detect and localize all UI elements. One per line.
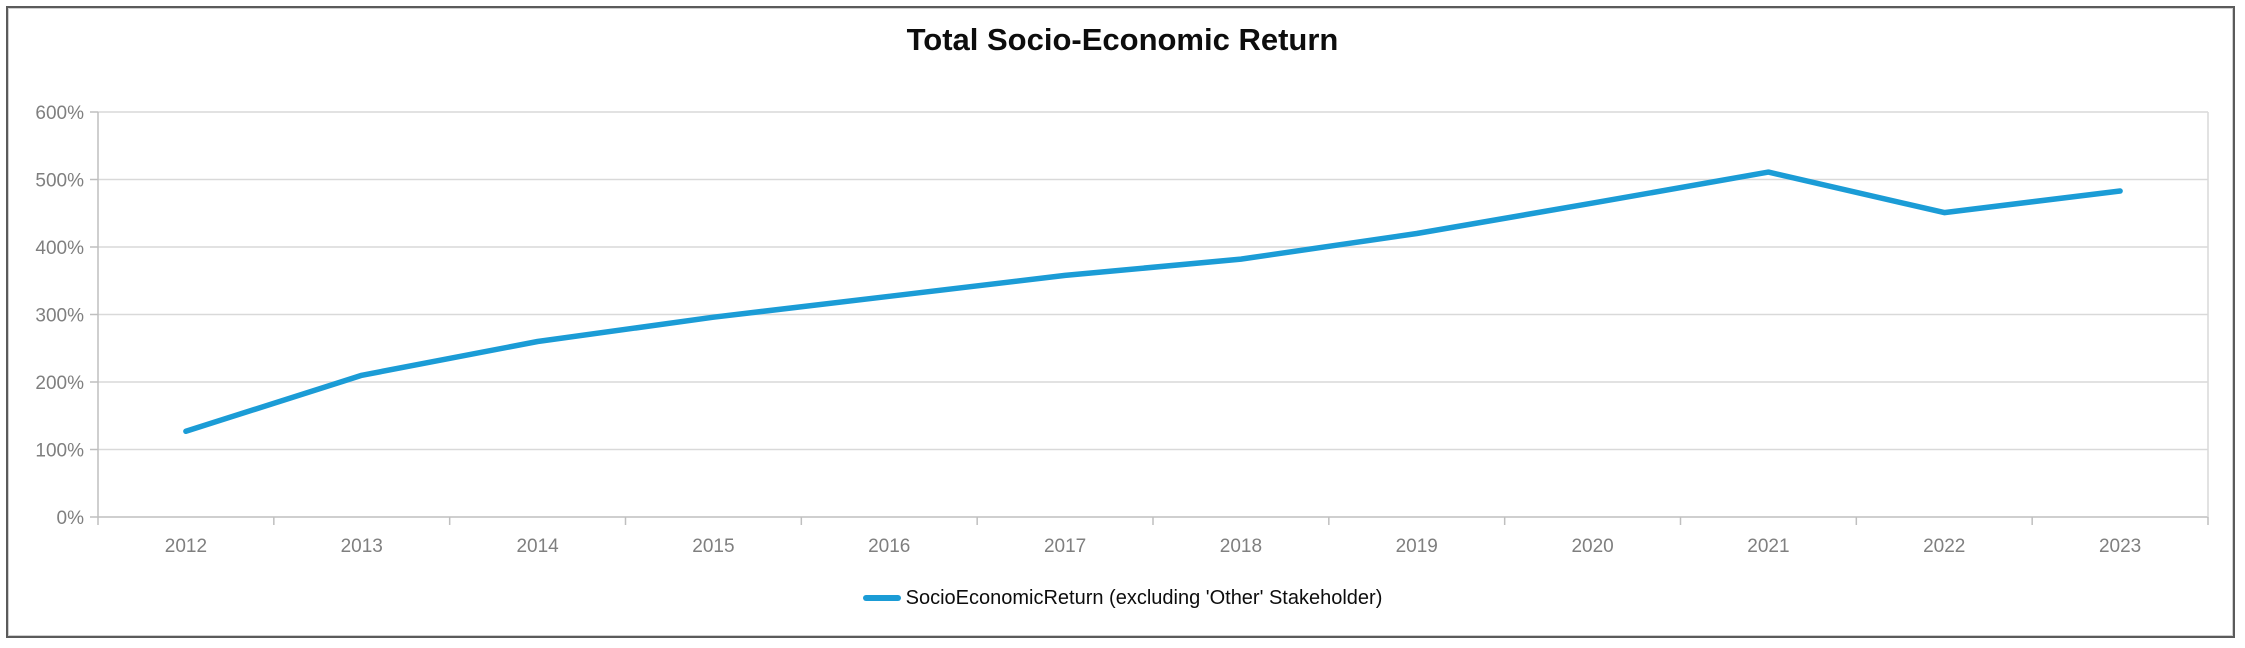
legend-line-swatch [862, 595, 901, 601]
x-tick-label: 2017 [1044, 536, 1086, 557]
y-tick-label: 0% [57, 508, 85, 529]
y-tick-label: 300% [35, 306, 84, 327]
x-tick-label: 2014 [516, 536, 559, 557]
x-tick-label: 2018 [1220, 536, 1262, 557]
legend-label: SocioEconomicReturn (excluding 'Other' S… [905, 586, 1383, 609]
y-tick-label: 100% [35, 441, 84, 462]
y-tick-label: 200% [35, 373, 84, 394]
x-tick-label: 2019 [1396, 536, 1438, 557]
series-line [183, 169, 2123, 435]
y-tick-label: 400% [35, 238, 84, 259]
y-tick-label: 500% [35, 171, 84, 192]
x-tick-label: 2015 [692, 536, 734, 557]
x-tick-label: 2012 [165, 536, 207, 557]
x-tick-label: 2021 [1747, 536, 1789, 557]
x-tick-label: 2023 [2099, 536, 2141, 557]
y-tick-label: 600% [35, 103, 84, 124]
legend: SocioEconomicReturn (excluding 'Other' S… [0, 585, 2245, 611]
x-tick-label: 2022 [1923, 536, 1965, 557]
x-tick-label: 2013 [341, 536, 383, 557]
chart-title: Total Socio-Economic Return [906, 22, 1339, 57]
x-tick-label: 2016 [868, 536, 910, 557]
x-tick-label: 2020 [1571, 536, 1613, 557]
